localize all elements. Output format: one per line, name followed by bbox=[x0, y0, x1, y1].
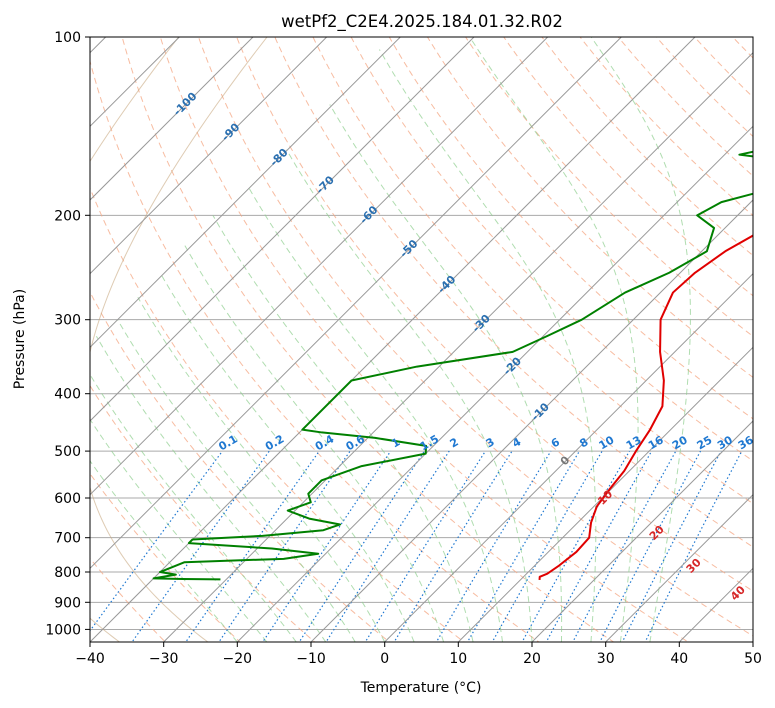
dry-adiabat bbox=[90, 59, 540, 642]
mixing-ratio-line bbox=[131, 450, 270, 642]
x-tick-label: −30 bbox=[149, 651, 179, 667]
moist-adiabat bbox=[184, 245, 445, 642]
isotherm-line bbox=[310, 199, 753, 642]
dry-adiabat bbox=[90, 472, 241, 642]
moist-adiabat-lines bbox=[90, 37, 691, 642]
moist-adiabat bbox=[117, 319, 356, 642]
theta-e-line bbox=[90, 37, 268, 642]
moist-adiabat bbox=[329, 104, 563, 642]
y-tick-label: 1000 bbox=[45, 622, 81, 638]
moist-adiabat bbox=[159, 272, 415, 642]
isotherm-line bbox=[90, 37, 549, 496]
dry-adiabat bbox=[197, 37, 753, 637]
mixing-ratio-label: 36 bbox=[736, 433, 756, 452]
isotherm-line bbox=[531, 420, 753, 642]
moist-adiabat bbox=[248, 187, 504, 642]
moist-adiabat bbox=[212, 215, 474, 642]
dry-adiabat bbox=[312, 37, 753, 505]
mixing-ratio-line bbox=[185, 450, 320, 642]
x-tick-label: 30 bbox=[597, 651, 615, 667]
isotherm-line bbox=[457, 346, 753, 642]
mixing-ratio-line bbox=[298, 450, 425, 642]
dry-adiabat bbox=[274, 37, 753, 548]
x-tick-label: −20 bbox=[223, 651, 253, 667]
y-tick-label: 800 bbox=[54, 565, 81, 581]
isotherm-line bbox=[163, 51, 753, 642]
y-tick-label: 300 bbox=[54, 313, 81, 329]
moist-adiabat bbox=[590, 37, 691, 642]
plot-area: -100-90-80-70-60-50-40-30-20-1000.1 0.2 0.… bbox=[90, 37, 756, 642]
y-axis-title: Pressure (hPa) bbox=[12, 289, 28, 389]
x-tick-label: 40 bbox=[670, 651, 688, 667]
x-axis: −40 −30 −20 −10 0 10 20 30 40 50 bbox=[75, 642, 762, 667]
sounding-series bbox=[152, 150, 753, 581]
isotherm-line bbox=[90, 37, 254, 201]
dry-adiabat bbox=[350, 37, 753, 462]
y-tick-label: 400 bbox=[54, 387, 81, 403]
mixing-ratio-line bbox=[644, 450, 743, 642]
isotherm-line bbox=[90, 37, 622, 570]
x-tick-label: 0 bbox=[380, 651, 389, 667]
moist-adiabat bbox=[90, 373, 297, 642]
dry-adiabat bbox=[159, 37, 690, 642]
y-tick-label: 100 bbox=[54, 30, 81, 46]
dry-adiabat bbox=[503, 37, 753, 297]
dry-adiabat bbox=[90, 291, 391, 642]
x-axis-title: Temperature (°C) bbox=[360, 680, 482, 696]
moist-adiabat bbox=[378, 49, 597, 642]
moist-adiabat bbox=[90, 418, 268, 642]
dry-adiabat bbox=[90, 186, 465, 642]
y-tick-label: 500 bbox=[54, 444, 81, 460]
x-tick-label: −10 bbox=[296, 651, 326, 667]
mixing-ratio-line bbox=[466, 450, 580, 642]
moist-adiabat bbox=[137, 297, 386, 642]
y-tick-label: 600 bbox=[54, 491, 81, 507]
moist-adiabat bbox=[95, 336, 327, 642]
isotherm-line bbox=[605, 493, 753, 642]
isotherm-line bbox=[384, 272, 753, 642]
mixing-ratio-lines bbox=[90, 450, 743, 642]
mixing-ratio-line bbox=[262, 450, 392, 642]
y-tick-label: 900 bbox=[54, 595, 81, 611]
moist-adiabat bbox=[469, 37, 639, 642]
dewpoint-series-line bbox=[152, 150, 753, 581]
isotherm-line bbox=[90, 37, 328, 275]
isotherm-line bbox=[90, 37, 475, 422]
y-tick-label: 200 bbox=[54, 208, 81, 224]
mixing-ratio-line bbox=[435, 450, 552, 642]
mixing-ratio-line bbox=[491, 450, 603, 642]
mixing-ratio-line bbox=[218, 450, 351, 642]
plot-frame bbox=[89, 36, 754, 643]
dry-adiabat bbox=[236, 37, 753, 592]
x-tick-label: 20 bbox=[523, 651, 541, 667]
dry-adiabat bbox=[617, 37, 753, 177]
dry-adiabat bbox=[465, 37, 753, 337]
theta-e-lines bbox=[90, 37, 268, 642]
moist-adiabat bbox=[286, 149, 533, 642]
isotherm-line bbox=[90, 37, 401, 349]
dry-adiabat bbox=[388, 37, 753, 420]
chart-title: wetPf2_C2E4.2025.184.01.32.R02 bbox=[281, 12, 563, 32]
dry-adiabat bbox=[121, 37, 615, 642]
mixing-ratio-line bbox=[325, 450, 450, 642]
isobar-lines bbox=[90, 37, 753, 630]
y-axis: 100 200 300 400 500 600 700 800 900 1000 bbox=[45, 30, 90, 638]
x-tick-label: −40 bbox=[75, 651, 105, 667]
x-tick-label: 50 bbox=[744, 651, 762, 667]
dry-adiabat-lines bbox=[90, 37, 753, 642]
temperature-series-line bbox=[538, 234, 753, 581]
y-tick-label: 700 bbox=[54, 531, 81, 547]
dry-adiabat bbox=[90, 384, 316, 642]
x-tick-label: 10 bbox=[449, 651, 467, 667]
mixing-ratio-line bbox=[545, 450, 653, 642]
